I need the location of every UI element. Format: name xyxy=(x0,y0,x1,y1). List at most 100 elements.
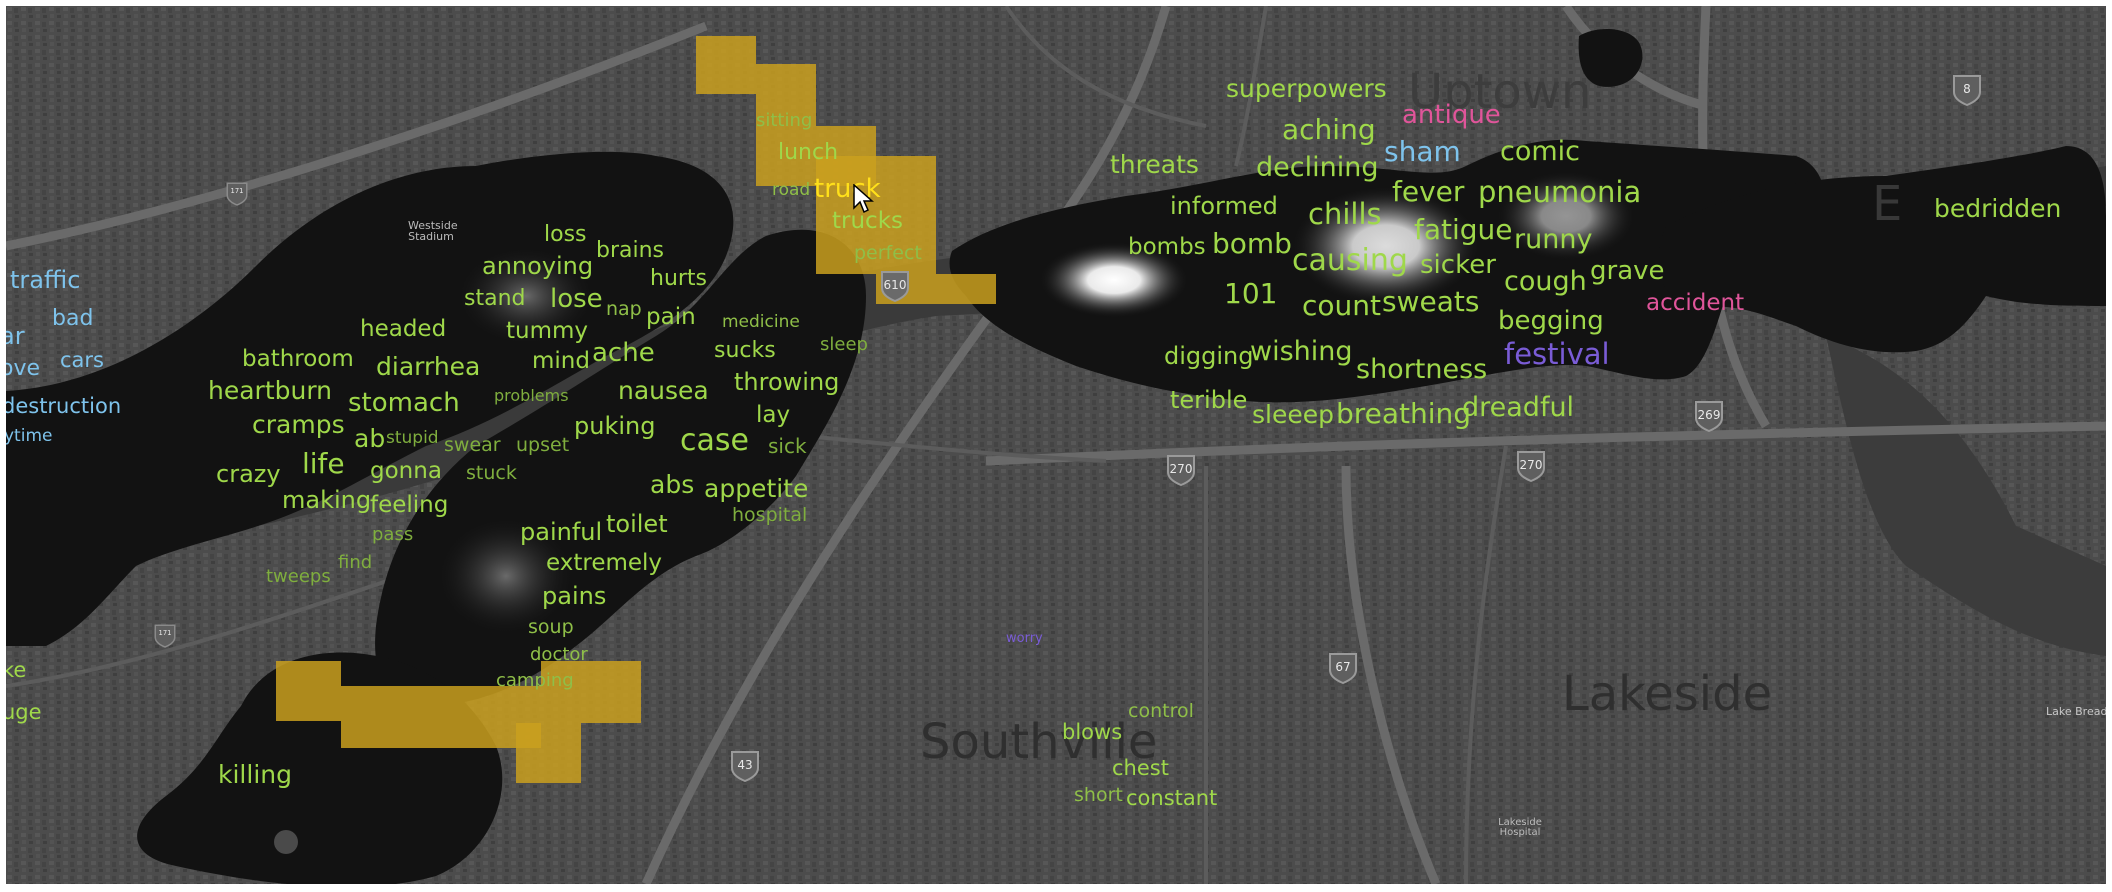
word-diarrhea[interactable]: diarrhea xyxy=(376,352,481,381)
word-ke[interactable]: ke xyxy=(6,658,27,682)
word-truck[interactable]: truck xyxy=(814,174,881,204)
word-perfect[interactable]: perfect xyxy=(854,242,922,264)
word-problems[interactable]: problems xyxy=(494,386,569,405)
word-cars[interactable]: cars xyxy=(60,348,104,372)
word-nausea[interactable]: nausea xyxy=(618,376,709,405)
word-fatigue[interactable]: fatigue xyxy=(1414,213,1513,246)
word-stupid[interactable]: stupid xyxy=(386,428,439,448)
word-bad[interactable]: bad xyxy=(52,306,94,331)
word-ache[interactable]: ache xyxy=(592,338,655,368)
word-control[interactable]: control xyxy=(1128,700,1194,722)
word-stand[interactable]: stand xyxy=(464,286,526,311)
word-sick[interactable]: sick xyxy=(768,434,807,458)
word-informed[interactable]: informed xyxy=(1170,192,1278,220)
word-lose[interactable]: lose xyxy=(550,284,603,314)
word-making[interactable]: making xyxy=(282,486,372,514)
word-cough[interactable]: cough xyxy=(1504,266,1587,297)
word-sleeep[interactable]: sleeep xyxy=(1252,400,1334,429)
word-loss[interactable]: loss xyxy=(544,222,587,247)
word-sweats[interactable]: sweats xyxy=(1382,285,1480,318)
word-bathroom[interactable]: bathroom xyxy=(242,346,354,372)
word-wishing[interactable]: wishing xyxy=(1250,336,1353,367)
word-antique[interactable]: antique xyxy=(1402,100,1501,130)
word-superpowers[interactable]: superpowers xyxy=(1226,74,1387,103)
word-sleep[interactable]: sleep xyxy=(820,334,868,355)
word-dreadful[interactable]: dreadful xyxy=(1462,392,1575,423)
word-extremely[interactable]: extremely xyxy=(546,550,663,576)
word-sicker[interactable]: sicker xyxy=(1420,250,1496,280)
word-ytime[interactable]: ytime xyxy=(6,426,53,446)
map-view[interactable]: Uptown Lakeside Southville E Westside St… xyxy=(6,6,2106,884)
word-hospital[interactable]: hospital xyxy=(732,504,808,526)
word-pain[interactable]: pain xyxy=(646,304,696,330)
word-tweeps[interactable]: tweeps xyxy=(266,566,331,587)
word-bedridden[interactable]: bedridden xyxy=(1934,194,2062,223)
word-toilet[interactable]: toilet xyxy=(606,510,668,538)
word-accident[interactable]: accident xyxy=(1646,290,1745,316)
word-pass[interactable]: pass xyxy=(372,524,414,545)
word-breathing[interactable]: breathing xyxy=(1336,397,1472,430)
word-festival[interactable]: festival xyxy=(1504,337,1610,371)
word-terible[interactable]: terible xyxy=(1170,386,1248,414)
word-swear[interactable]: swear xyxy=(444,434,501,456)
word-101[interactable]: 101 xyxy=(1224,277,1278,310)
word-traffic[interactable]: traffic xyxy=(10,266,81,294)
word-short[interactable]: short xyxy=(1074,784,1123,806)
word-digging[interactable]: digging xyxy=(1164,342,1254,370)
word-mind[interactable]: mind xyxy=(532,348,590,374)
word-count[interactable]: count xyxy=(1302,289,1381,322)
word-heartburn[interactable]: heartburn xyxy=(208,376,333,405)
word-camping[interactable]: camping xyxy=(496,670,574,691)
word-ar[interactable]: ar xyxy=(6,322,25,350)
word-runny[interactable]: runny xyxy=(1514,224,1593,255)
word-lunch[interactable]: lunch xyxy=(778,140,839,165)
word-pains[interactable]: pains xyxy=(542,582,607,610)
word-tummy[interactable]: tummy xyxy=(506,318,589,344)
word-pneumonia[interactable]: pneumonia xyxy=(1478,175,1642,209)
word-abs[interactable]: abs xyxy=(650,470,695,499)
word-killing[interactable]: killing xyxy=(218,760,292,789)
word-life[interactable]: life xyxy=(302,447,345,480)
word-blows[interactable]: blows xyxy=(1062,720,1123,744)
word-annoying[interactable]: annoying xyxy=(482,252,594,280)
word-constant[interactable]: constant xyxy=(1126,786,1218,810)
word-chills[interactable]: chills xyxy=(1308,197,1382,231)
word-appetite[interactable]: appetite xyxy=(704,474,809,503)
word-puking[interactable]: puking xyxy=(574,412,656,440)
word-aching[interactable]: aching xyxy=(1282,113,1376,146)
word-lay[interactable]: lay xyxy=(756,402,791,428)
word-grave[interactable]: grave xyxy=(1590,256,1665,286)
word-comic[interactable]: comic xyxy=(1500,136,1581,167)
word-throwing[interactable]: throwing xyxy=(734,368,840,396)
word-medicine[interactable]: medicine xyxy=(722,312,800,332)
word-brains[interactable]: brains xyxy=(596,238,665,263)
word-cramps[interactable]: cramps xyxy=(252,410,345,439)
word-gonna[interactable]: gonna xyxy=(370,458,442,484)
word-trucks[interactable]: trucks xyxy=(832,208,903,234)
word-sucks[interactable]: sucks xyxy=(714,338,776,363)
word-declining[interactable]: declining xyxy=(1256,152,1379,183)
word-painful[interactable]: painful xyxy=(520,518,603,546)
word-road[interactable]: road xyxy=(772,180,811,200)
word-hurts[interactable]: hurts xyxy=(650,266,708,291)
word-bombs[interactable]: bombs xyxy=(1128,234,1206,260)
word-doctor[interactable]: doctor xyxy=(530,644,588,665)
word-ove[interactable]: ove xyxy=(6,356,41,381)
word-headed[interactable]: headed xyxy=(360,316,447,342)
word-threats[interactable]: threats xyxy=(1110,150,1199,179)
word-soup[interactable]: soup xyxy=(528,616,574,638)
word-uge[interactable]: uge xyxy=(6,700,42,724)
word-sitting[interactable]: sitting xyxy=(756,110,813,131)
word-chest[interactable]: chest xyxy=(1112,756,1169,780)
word-case[interactable]: case xyxy=(680,423,749,458)
word-upset[interactable]: upset xyxy=(516,434,570,456)
word-shortness[interactable]: shortness xyxy=(1356,354,1488,385)
word-stuck[interactable]: stuck xyxy=(466,462,517,484)
word-feeling[interactable]: feeling xyxy=(370,492,449,518)
word-sham[interactable]: sham xyxy=(1384,135,1461,168)
word-worry[interactable]: worry xyxy=(1006,631,1043,646)
word-destruction[interactable]: destruction xyxy=(6,394,122,418)
word-ab[interactable]: ab xyxy=(354,424,386,453)
word-begging[interactable]: begging xyxy=(1498,306,1604,336)
word-bomb[interactable]: bomb xyxy=(1212,227,1292,260)
